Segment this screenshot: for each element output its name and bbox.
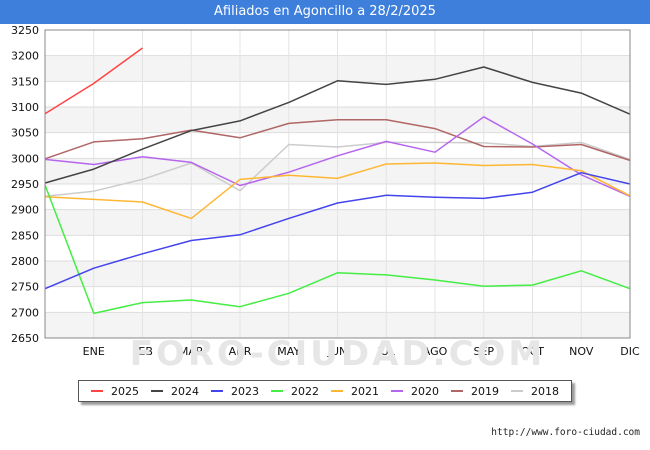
- legend-swatch: [451, 390, 463, 392]
- x-tick-label: SEP: [473, 345, 494, 358]
- x-tick-label: OCT: [521, 345, 544, 358]
- legend-label: 2022: [291, 384, 319, 398]
- watermark: FORO-CIUDAD.COM: [130, 334, 546, 374]
- series-line-2025: [44, 47, 143, 115]
- y-tick-label: 3200: [11, 50, 39, 63]
- legend-label: 2024: [171, 384, 199, 398]
- x-tick-label: AGO: [423, 345, 448, 358]
- x-tick-label: DIC: [620, 345, 640, 358]
- x-tick-label: MAR: [179, 345, 204, 358]
- legend-item-2022: 2022: [271, 385, 319, 398]
- legend-item-2021: 2021: [331, 385, 379, 398]
- series-line-2021: [44, 162, 631, 220]
- x-tick-label: JUL: [377, 345, 396, 358]
- y-tick-label: 3100: [11, 101, 39, 114]
- legend-swatch: [211, 390, 223, 392]
- series-line-2024: [44, 66, 631, 184]
- x-tick-label: FEB: [132, 345, 153, 358]
- y-tick-label: 3000: [11, 152, 39, 165]
- plot-border: [44, 29, 631, 339]
- legend-label: 2020: [411, 384, 439, 398]
- legend-label: 2018: [531, 384, 559, 398]
- y-tick-label: 3050: [11, 127, 39, 140]
- y-tick-label: 2950: [11, 178, 39, 191]
- x-tick-label: ABR: [229, 345, 252, 358]
- y-tick-label: 2650: [11, 332, 39, 345]
- legend-label: 2021: [351, 384, 379, 398]
- legend-swatch: [391, 390, 403, 392]
- legend-item-2025: 2025: [91, 385, 139, 398]
- y-tick-label: 2900: [11, 204, 39, 217]
- y-tick-label: 3150: [11, 75, 39, 88]
- x-tick-label: JUN: [327, 345, 348, 358]
- legend-label: 2025: [111, 384, 139, 398]
- legend-item-2018: 2018: [511, 385, 559, 398]
- y-tick-label: 2700: [11, 306, 39, 319]
- y-tick-label: 2750: [11, 281, 39, 294]
- chart-legend: 2025 2024 2023 2022 2021 2020 2019 2018: [78, 380, 572, 402]
- x-tick-label: ENE: [83, 345, 105, 358]
- source-url: http://www.foro-ciudad.com: [491, 427, 640, 438]
- y-tick-label: 2800: [11, 255, 39, 268]
- legend-item-2019: 2019: [451, 385, 499, 398]
- legend-swatch: [271, 390, 283, 392]
- x-tick-label: MAY: [277, 345, 300, 358]
- x-tick-label: NOV: [569, 345, 594, 358]
- series-line-2022: [44, 184, 631, 315]
- legend-item-2020: 2020: [391, 385, 439, 398]
- chart-title: Afiliados en Agoncillo a 28/2/2025: [0, 0, 650, 24]
- legend-label: 2019: [471, 384, 499, 398]
- y-tick-label: 3250: [11, 24, 39, 37]
- legend-swatch: [91, 390, 103, 392]
- legend-item-2024: 2024: [151, 385, 199, 398]
- series-line-2019: [44, 119, 631, 162]
- legend-swatch: [331, 390, 343, 392]
- series-line-2020: [44, 116, 631, 197]
- legend-label: 2023: [231, 384, 259, 398]
- series-line-2023: [44, 171, 631, 290]
- legend-swatch: [511, 390, 523, 392]
- legend-item-2023: 2023: [211, 385, 259, 398]
- legend-swatch: [151, 390, 163, 392]
- y-tick-label: 2850: [11, 229, 39, 242]
